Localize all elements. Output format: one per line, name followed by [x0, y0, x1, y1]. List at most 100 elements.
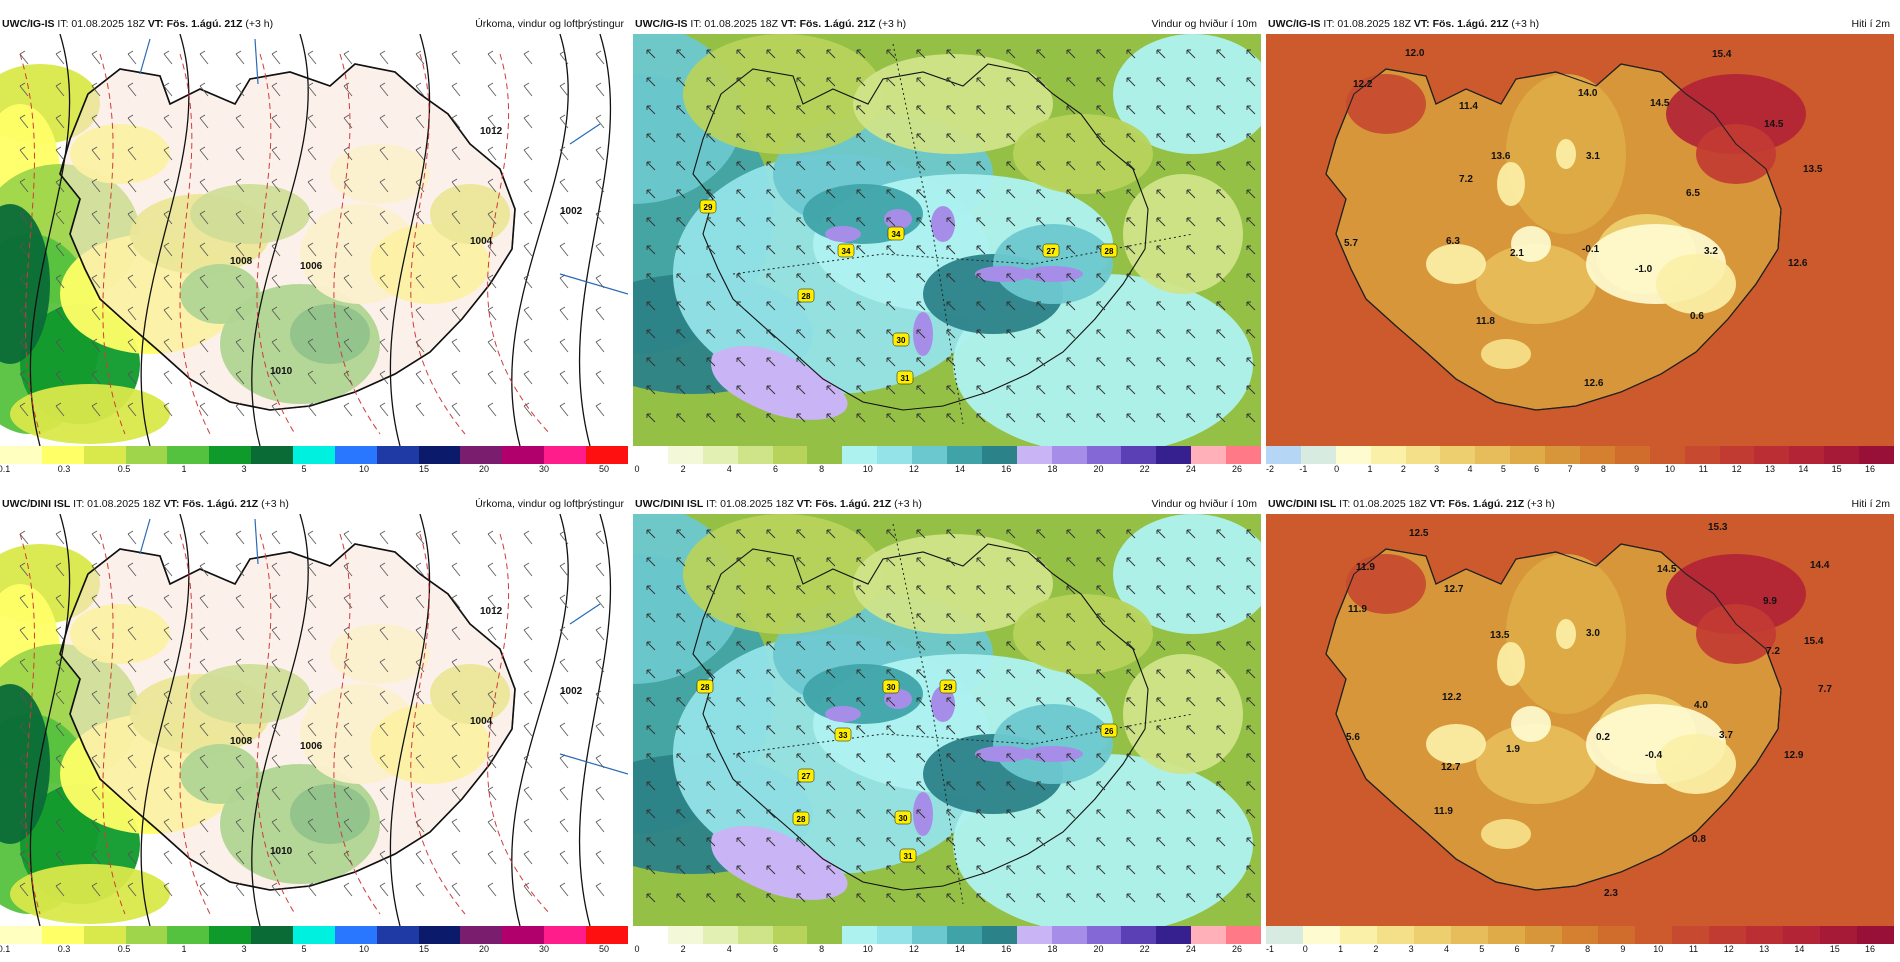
colorbar-tick-label: 50	[598, 464, 610, 474]
temperature-label: 15.3	[1708, 522, 1728, 533]
colorbar-swatch	[1510, 446, 1546, 464]
colorbar-tick-label: 13	[1764, 464, 1776, 474]
colorbar-tick-label: 14	[955, 944, 966, 954]
temperature-field	[1325, 63, 1806, 411]
colorbar-swatch	[772, 926, 808, 944]
temperature-label: 3.7	[1719, 730, 1733, 741]
colorbar-tick-label: 11	[1698, 464, 1708, 474]
valid-time: VT: Fös. 1.ágú. 21Z	[147, 18, 243, 30]
temperature-dashed-lines	[19, 53, 551, 435]
colorbar	[1266, 446, 1895, 464]
temperature-label: 14.5	[1650, 98, 1670, 109]
colorbar-swatch	[1191, 926, 1227, 944]
colorbar-swatch	[1709, 926, 1747, 944]
colorbar-tick-label: 0.5	[117, 464, 131, 474]
colorbar-tick-label: 10	[358, 944, 370, 954]
gust-badge-value: 27	[1047, 247, 1056, 256]
colorbar-swatch	[1450, 926, 1488, 944]
map-canvas[interactable]: 12.0 12.2 11.4 15.4 14.0 14.5 14.5 13.6 3.1 7.2 6.…	[1266, 34, 1894, 446]
colorbar-tick-label: 15	[1831, 464, 1842, 474]
temperature-label: 3.2	[1704, 246, 1718, 257]
temperature-label: 12.5	[1409, 528, 1429, 539]
temperature-label: 7.2	[1459, 174, 1473, 185]
temperature-field	[1325, 543, 1806, 891]
wind-barbs	[19, 530, 605, 897]
map-canvas[interactable]: 1006 1008 1010 1012 1004 1002	[0, 34, 628, 446]
colorbar-swatch	[251, 446, 294, 464]
colorbar-swatch	[981, 446, 1017, 464]
isobar-label: 1012	[480, 126, 503, 137]
colorbar-swatch	[0, 446, 42, 464]
colorbar-tick-label: 0	[1302, 944, 1308, 954]
colorbar-tick-label: 4	[1443, 944, 1449, 954]
valid-time: VT: Fös. 1.ágú. 21Z	[1429, 498, 1525, 510]
isobar-label: 1002	[560, 686, 583, 697]
temperature-label: 11.9	[1434, 806, 1453, 817]
panel-header-left: UWC/DINI ISL IT: 01.08.2025 18Z VT: Fös.…	[2, 494, 289, 514]
isobar-label: 1004	[470, 236, 493, 247]
valid-time: VT: Fös. 1.ágú. 21Z	[1413, 18, 1509, 30]
isobar-label: 1008	[230, 736, 253, 747]
temperature-label: 11.4	[1459, 101, 1478, 112]
colorbar-swatch	[418, 446, 461, 464]
temperature-label: 0.2	[1596, 732, 1610, 743]
model-name: UWC/IG-IS	[1268, 18, 1321, 30]
colorbar-tick-label: -1	[1265, 944, 1275, 954]
colorbar-swatch	[1440, 446, 1476, 464]
colorbar-swatch	[1266, 446, 1301, 464]
colorbar-tick-label: 16	[1001, 464, 1012, 474]
colorbar-swatch	[1370, 446, 1406, 464]
panel-title: Hiti í 2m	[1851, 18, 1890, 30]
colorbar-swatch	[1376, 926, 1414, 944]
gust-badge: 29	[939, 679, 957, 694]
colorbar-swatch	[667, 446, 703, 464]
colorbar	[633, 926, 1262, 944]
colorbar-swatch	[1824, 446, 1860, 464]
isobar-label: 1002	[560, 206, 583, 217]
colorbar-swatch	[251, 926, 294, 944]
colorbar-swatch	[1405, 446, 1441, 464]
temperature-label: 13.5	[1490, 630, 1510, 641]
panel-precip-igis: UWC/IG-IS IT: 01.08.2025 18Z VT: Fös. 1.…	[0, 14, 628, 482]
colorbar-tick-label: 12	[1731, 464, 1742, 474]
gust-badge: 31	[896, 370, 914, 385]
colorbar-swatch	[1545, 446, 1581, 464]
temperature-label: 1.9	[1506, 744, 1520, 755]
map-canvas[interactable]: 1006 1008 1010 1012 1004 1002	[0, 514, 628, 926]
map-canvas[interactable]: 29 34 34 27 28 28 30 31	[633, 34, 1261, 446]
gust-badge: 28	[797, 288, 815, 303]
colorbar-swatch	[334, 446, 377, 464]
gust-badge-value: 30	[897, 336, 906, 345]
init-time: IT: 01.08.2025 18Z	[57, 18, 145, 30]
gust-badge-value: 31	[904, 852, 913, 861]
map-canvas[interactable]: 12.5 15.3 11.9 12.7 14.5 14.4 11.9 9.9 13.5 3.0 15…	[1266, 514, 1894, 926]
lead-time: (+3 h)	[245, 18, 274, 30]
panel-header: UWC/DINI ISL IT: 01.08.2025 18Z VT: Fös.…	[0, 494, 628, 514]
temperature-label: 2.3	[1604, 888, 1618, 899]
colorbar-tick-label: 10	[862, 464, 873, 474]
colorbar-swatch	[702, 446, 738, 464]
colorbar-tick-label: 0.3	[57, 944, 71, 954]
panel-title: Hiti í 2m	[1851, 498, 1890, 510]
colorbar-tick-label: 2	[680, 944, 686, 954]
colorbar-swatch	[83, 926, 126, 944]
colorbar-swatch	[1413, 926, 1451, 944]
init-time: IT: 01.08.2025 18Z	[73, 498, 161, 510]
colorbar-tick-label: -2	[1265, 464, 1275, 474]
gust-badge: 29	[699, 199, 717, 214]
colorbar-tick-label: 22	[1139, 464, 1150, 474]
colorbar-tick-label: 0	[634, 944, 640, 954]
wind-barbs	[19, 50, 605, 417]
map-canvas[interactable]: 28 30 29 33 27 26 28 30 31	[633, 514, 1261, 926]
colorbar-tick-label: 8	[819, 944, 825, 954]
colorbar-swatch	[1339, 926, 1377, 944]
panel-title: Úrkoma, vindur og loftþrýstingur	[475, 18, 624, 30]
colorbar-tick-label: 3	[1434, 464, 1440, 474]
colorbar-swatch	[912, 926, 948, 944]
gust-badge-value: 33	[839, 731, 848, 740]
panel-header-left: UWC/IG-IS IT: 01.08.2025 18Z VT: Fös. 1.…	[2, 14, 273, 34]
colorbar-tick-label: 26	[1231, 464, 1243, 474]
colorbar-swatch	[702, 926, 738, 944]
lead-time: (+3 h)	[894, 498, 922, 510]
valid-time: VT: Fös. 1.ágú. 21Z	[796, 498, 892, 510]
